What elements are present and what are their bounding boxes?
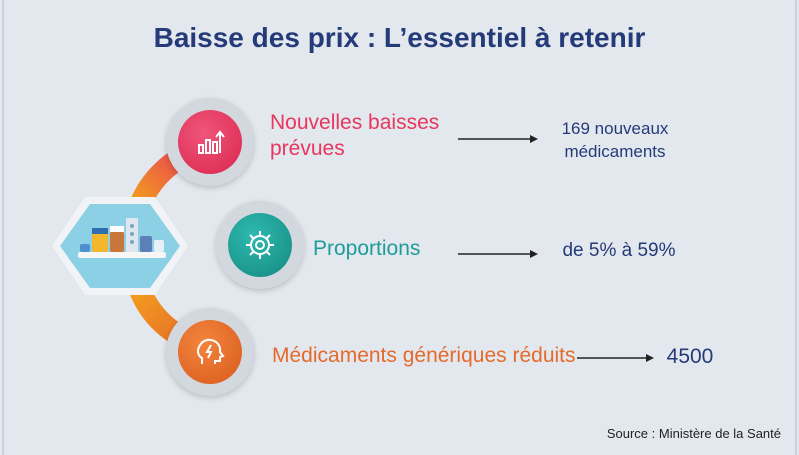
label-nouvelles-baisses-line1: Nouvelles baisses bbox=[270, 111, 440, 134]
gear-icon bbox=[228, 213, 292, 277]
value-nouvelles-baisses: 169 nouveaux médicaments bbox=[540, 117, 690, 163]
growth-chart-icon bbox=[178, 110, 242, 174]
medicines-icon bbox=[78, 218, 166, 258]
value-nouvelles-baisses-line1: 169 nouveaux bbox=[561, 119, 669, 138]
arrow-3 bbox=[577, 354, 654, 362]
label-nouvelles-baisses: Nouvelles baisses prévues bbox=[270, 110, 439, 162]
label-generiques: Médicaments génériques réduits bbox=[272, 344, 576, 367]
page-title: Baisse des prix : L’essentiel à retenir bbox=[153, 22, 646, 53]
source-credit: Source : Ministère de la Santé bbox=[606, 426, 781, 441]
node-proportions bbox=[216, 201, 304, 289]
head-lightning-icon bbox=[178, 320, 242, 384]
value-nouvelles-baisses-line2: médicaments bbox=[564, 142, 666, 161]
arrow-1 bbox=[458, 135, 538, 143]
label-nouvelles-baisses-line2: prévues bbox=[270, 137, 345, 160]
arrow-2 bbox=[458, 250, 538, 258]
node-nouvelles-baisses bbox=[166, 98, 254, 186]
value-proportions: de 5% à 59% bbox=[562, 240, 676, 261]
node-generiques bbox=[166, 308, 254, 396]
value-generiques: 4500 bbox=[666, 345, 714, 368]
label-proportions: Proportions bbox=[313, 237, 421, 260]
